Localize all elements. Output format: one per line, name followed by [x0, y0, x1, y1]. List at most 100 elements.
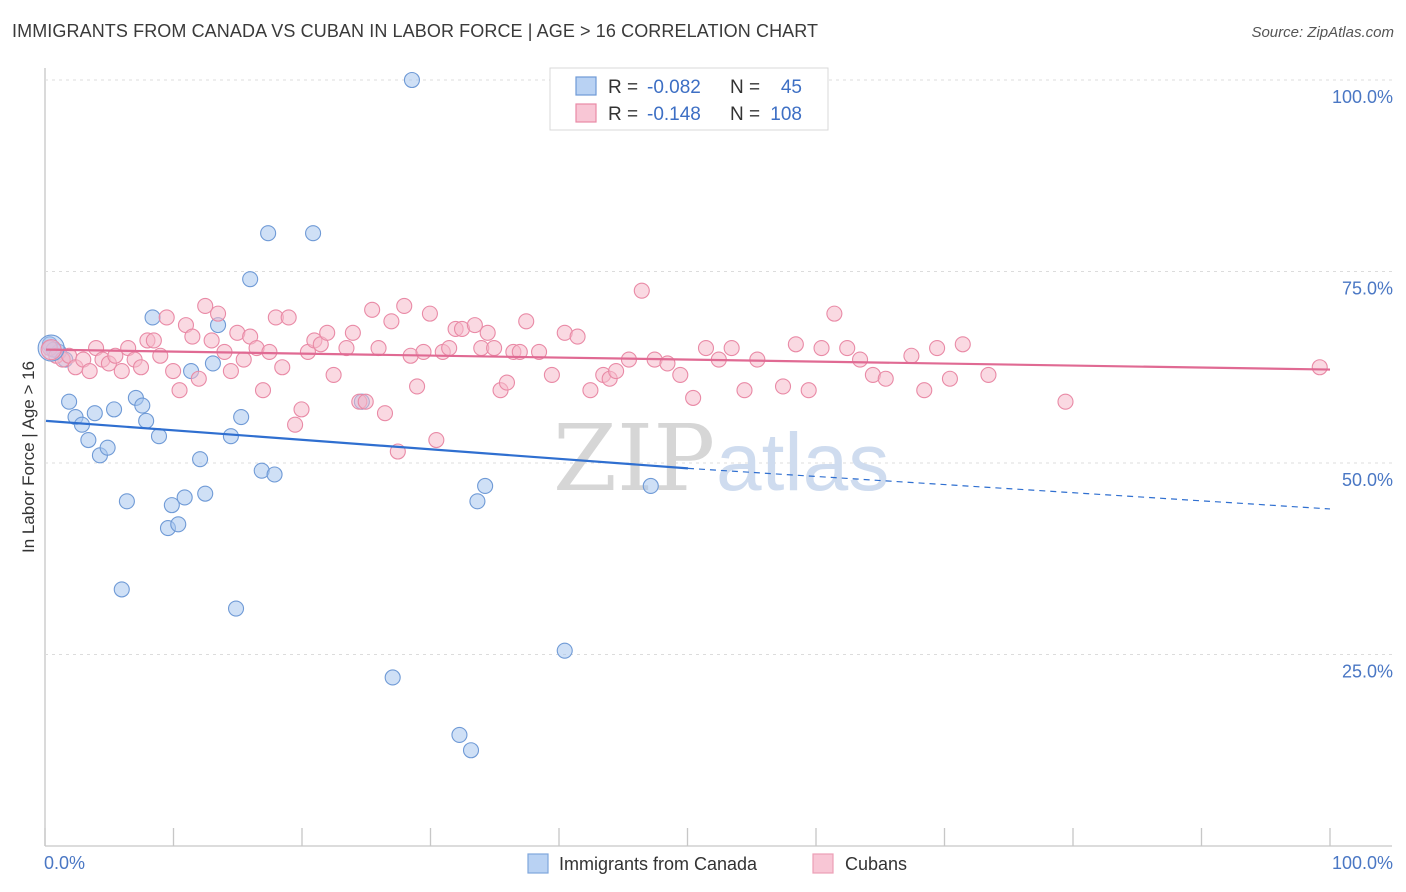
point-canada-20 — [176, 489, 193, 506]
legend-bottom-swatch-canada — [527, 853, 549, 874]
point-cubans-80 — [608, 363, 625, 380]
point-canada-7 — [86, 405, 103, 422]
point-canada-11 — [118, 493, 135, 510]
point-cubans-100 — [877, 370, 894, 387]
legend-bottom-label-cubans: Cubans — [845, 854, 907, 874]
point-canada-36 — [451, 726, 468, 743]
point-canada-18 — [163, 497, 180, 514]
x-axis-ticks — [44, 828, 1331, 846]
point-canada-14 — [138, 412, 155, 429]
point-cubans-90 — [736, 382, 753, 399]
point-cubans-38 — [287, 416, 304, 433]
point-cubans-43 — [319, 324, 336, 341]
point-cubans-64 — [466, 317, 483, 334]
point-cubans-107 — [1057, 393, 1074, 410]
point-canada-35 — [403, 71, 420, 89]
point-canada-9 — [99, 439, 116, 456]
y-tick-label-75: 75.0% — [1342, 279, 1393, 299]
point-canada-3 — [61, 393, 78, 410]
point-cubans-106 — [980, 366, 997, 383]
point-cubans-11 — [113, 363, 130, 380]
point-cubans-26 — [210, 305, 227, 322]
point-cubans-50 — [370, 340, 387, 357]
legend-top: R = -0.082 N = 45 R = -0.148 N = 108 — [549, 67, 829, 131]
point-cubans-103 — [929, 340, 946, 357]
point-canada-19 — [170, 516, 187, 533]
point-canada-10 — [106, 401, 123, 418]
point-canada-40 — [556, 642, 573, 659]
point-cubans-92 — [774, 378, 792, 395]
point-canada-32 — [305, 225, 322, 242]
points-layer — [37, 71, 1328, 759]
point-cubans-77 — [582, 382, 599, 399]
point-cubans-72 — [518, 313, 535, 330]
y-tick-label-50: 50.0% — [1342, 470, 1393, 490]
point-cubans-20 — [171, 382, 188, 399]
point-cubans-101 — [903, 347, 920, 364]
point-cubans-57 — [415, 343, 432, 360]
point-cubans-85 — [672, 366, 689, 383]
point-cubans-48 — [357, 393, 374, 410]
legend-r-value-cubans: -0.148 — [647, 104, 701, 125]
legend-swatch-canada — [575, 76, 597, 96]
legend-r-label-cubans: R = — [608, 104, 638, 125]
legend-n-value-cubans: 108 — [770, 104, 802, 125]
legend-n-value-canada: 45 — [781, 77, 802, 98]
point-canada-6 — [80, 431, 97, 449]
point-cubans-24 — [197, 297, 214, 315]
legend-bottom-label-canada: Immigrants from Canada — [559, 854, 758, 874]
point-canada-24 — [204, 355, 221, 372]
trend-line-cubans — [45, 348, 1331, 371]
y-axis-title: In Labor Force | Age > 16 — [19, 361, 38, 553]
point-cubans-97 — [839, 340, 856, 357]
x-tick-label-max: 100.0% — [1332, 853, 1393, 873]
watermark-atlas: atlas — [716, 417, 889, 508]
point-cubans-39 — [293, 401, 310, 418]
point-cubans-58 — [421, 305, 438, 322]
point-canada-22 — [192, 451, 209, 468]
legend-r-value-canada: -0.082 — [647, 77, 701, 98]
point-cubans-37 — [280, 309, 297, 326]
point-cubans-86 — [685, 389, 702, 406]
point-cubans-14 — [132, 359, 150, 376]
legend-bottom: Immigrants from Canada Cubans — [527, 853, 907, 874]
point-cubans-16 — [145, 332, 162, 349]
legend-n-label-canada: N = — [730, 77, 760, 98]
point-cubans-61 — [441, 340, 458, 357]
trend-line-canada-extrapolated — [687, 467, 1331, 510]
point-canada-15 — [144, 309, 161, 326]
point-canada-34 — [384, 669, 401, 686]
point-cubans-33 — [254, 382, 272, 399]
y-tick-label-25: 25.0% — [1342, 662, 1393, 682]
point-cubans-49 — [364, 301, 381, 318]
point-cubans-74 — [543, 366, 560, 383]
point-cubans-95 — [813, 340, 830, 357]
point-cubans-10 — [107, 347, 124, 364]
point-cubans-45 — [338, 340, 355, 357]
source-credit: Source: ZipAtlas.com — [1251, 24, 1394, 41]
point-canada-28 — [242, 271, 259, 288]
point-cubans-69 — [498, 374, 516, 391]
point-canada-43 — [227, 600, 245, 617]
point-canada-37 — [462, 742, 480, 759]
point-cubans-73 — [531, 343, 548, 360]
point-canada-41 — [642, 477, 659, 495]
point-cubans-71 — [511, 343, 528, 360]
point-canada-16 — [150, 428, 168, 445]
point-cubans-28 — [222, 363, 239, 380]
chart-title: IMMIGRANTS FROM CANADA VS CUBAN IN LABOR… — [12, 21, 819, 41]
point-canada-23 — [197, 485, 214, 502]
legend-swatch-cubans — [575, 103, 597, 123]
point-cubans-54 — [396, 297, 413, 315]
point-cubans-67 — [486, 340, 503, 357]
point-cubans-94 — [800, 382, 817, 399]
y-tick-labels: 25.0% 50.0% 75.0% 100.0% — [1332, 87, 1393, 682]
point-canada-27 — [233, 408, 250, 426]
point-cubans-105 — [954, 336, 971, 353]
point-cubans-36 — [274, 359, 291, 376]
point-canada-30 — [260, 225, 277, 242]
point-cubans-51 — [376, 405, 394, 422]
point-cubans-82 — [633, 282, 650, 299]
point-cubans-66 — [479, 324, 496, 341]
